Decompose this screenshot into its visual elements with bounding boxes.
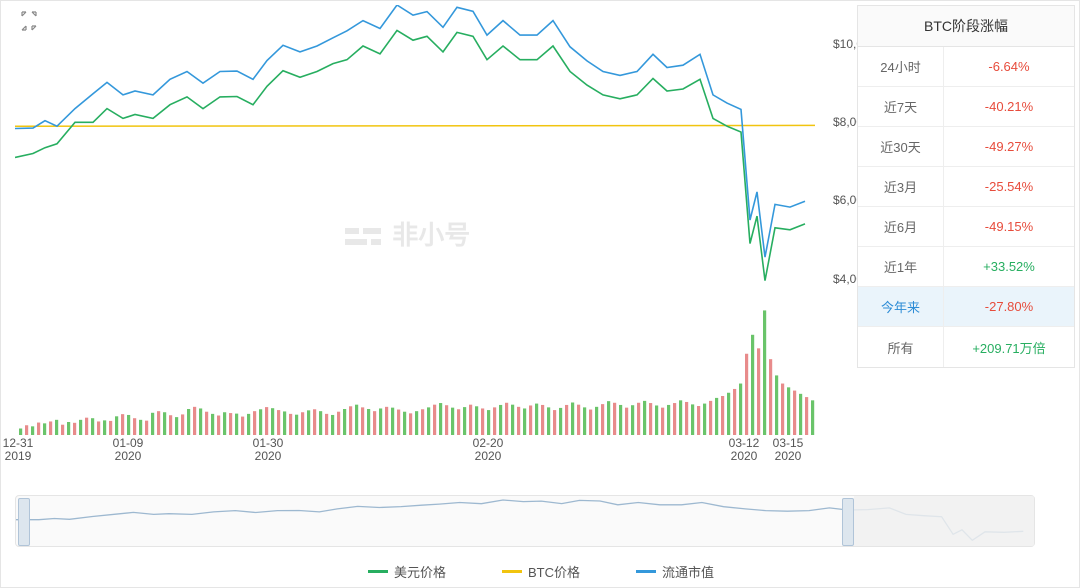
x-tick-label: 01-302020: [243, 437, 293, 463]
chart-container: 非小号 $4,000$6,000$8,000$10,000 12-3120190…: [0, 0, 1080, 588]
period-label: 今年来: [858, 287, 944, 326]
x-tick-label: 03-152020: [763, 437, 813, 463]
period-value: +33.52%: [944, 259, 1074, 274]
legend-swatch: [502, 570, 522, 573]
period-value: -25.54%: [944, 179, 1074, 194]
legend-item[interactable]: BTC价格: [502, 562, 580, 581]
period-label: 近1年: [858, 247, 944, 286]
x-tick-label: 01-092020: [103, 437, 153, 463]
legend-item[interactable]: 流通市值: [636, 562, 714, 581]
period-value: -49.15%: [944, 219, 1074, 234]
legend-label: 流通市值: [662, 562, 714, 581]
x-tick-label: 03-122020: [719, 437, 769, 463]
timeline-handle-left[interactable]: [18, 498, 30, 546]
period-label: 所有: [858, 327, 944, 367]
period-label: 近6月: [858, 207, 944, 246]
expand-in-icon: [21, 25, 37, 37]
table-row[interactable]: 所有+209.71万倍: [858, 327, 1074, 367]
period-label: 近30天: [858, 127, 944, 166]
chart-legend: 美元价格 BTC价格 流通市值: [1, 561, 1080, 581]
x-tick-label: 12-312019: [0, 437, 43, 463]
legend-swatch: [368, 570, 388, 573]
table-row[interactable]: 今年来-27.80%: [858, 287, 1074, 327]
expand-controls[interactable]: [21, 11, 37, 39]
table-row[interactable]: 近30天-49.27%: [858, 127, 1074, 167]
legend-label: 美元价格: [394, 562, 446, 581]
table-row[interactable]: 24小时-6.64%: [858, 47, 1074, 87]
period-label: 24小时: [858, 47, 944, 86]
expand-out-icon: [21, 11, 37, 23]
timeline-handle-right[interactable]: [842, 498, 854, 546]
timeline-mask: [854, 496, 1034, 546]
period-value: -6.64%: [944, 59, 1074, 74]
table-row[interactable]: 近6月-49.15%: [858, 207, 1074, 247]
period-label: 近3月: [858, 167, 944, 206]
legend-label: BTC价格: [528, 562, 580, 581]
legend-item[interactable]: 美元价格: [368, 562, 446, 581]
table-row[interactable]: 近3月-25.54%: [858, 167, 1074, 207]
period-value: -49.27%: [944, 139, 1074, 154]
x-axis: 12-31201901-09202001-30202002-20202003-1…: [15, 437, 835, 473]
period-change-table: BTC阶段涨幅 24小时-6.64%近7天-40.21%近30天-49.27%近…: [857, 5, 1075, 368]
period-label: 近7天: [858, 87, 944, 126]
price-chart[interactable]: [15, 5, 815, 435]
period-value: +209.71万倍: [944, 338, 1074, 357]
legend-swatch: [636, 570, 656, 573]
table-row[interactable]: 近7天-40.21%: [858, 87, 1074, 127]
table-header: BTC阶段涨幅: [858, 6, 1074, 47]
x-tick-label: 02-202020: [463, 437, 513, 463]
timeline-scrubber[interactable]: [15, 495, 1035, 547]
period-value: -40.21%: [944, 99, 1074, 114]
chart-area: 非小号 $4,000$6,000$8,000$10,000 12-3120190…: [15, 5, 853, 475]
period-value: -27.80%: [944, 299, 1074, 314]
table-row[interactable]: 近1年+33.52%: [858, 247, 1074, 287]
